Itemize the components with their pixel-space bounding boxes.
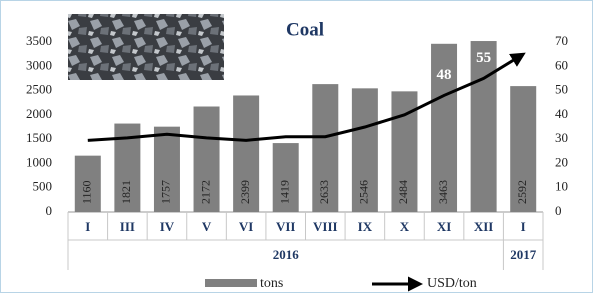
y2-tick-label: 20 [555, 154, 568, 169]
bar-label: 2172 [198, 180, 212, 204]
x-tick-label: IX [358, 219, 373, 234]
x-tick-label: X [400, 219, 410, 234]
coal-image [68, 14, 224, 80]
bar [471, 41, 497, 212]
legend-label: USD/ton [427, 276, 477, 291]
bar-label: 2546 [357, 180, 371, 204]
bar-label: 1419 [277, 180, 291, 204]
y-tick-label: 2000 [26, 106, 52, 121]
y2-tick-label: 70 [555, 33, 568, 48]
x-tick-label: III [120, 219, 135, 234]
y2-tick-label: 30 [555, 130, 568, 145]
y2-tick-label: 50 [555, 82, 568, 97]
y2-tick-label: 40 [555, 106, 568, 121]
legend-swatch [205, 279, 257, 287]
chart-title: Coal [286, 19, 324, 40]
bar-label: 2484 [396, 180, 410, 204]
x-tick-label: VI [239, 219, 253, 234]
bar-label: 2592 [515, 180, 529, 204]
x-tick-label: I [521, 219, 526, 234]
y-tick-label: 0 [46, 203, 53, 218]
y-tick-label: 3000 [26, 57, 52, 72]
y2-tick-label: 0 [555, 203, 562, 218]
chart: Coal 0 500 1000 1500 2000 2500 3000 3500 0 10 20 30… [0, 0, 593, 293]
bar-label: 2399 [238, 180, 252, 204]
x-tick-label: XII [474, 219, 494, 234]
group-label: 2017 [510, 247, 537, 262]
x-tick-label: VIII [313, 219, 338, 234]
x-tick-label: I [85, 219, 90, 234]
y-tick-label: 3500 [26, 33, 52, 48]
bar-label: 1821 [119, 180, 133, 204]
line-label: 55 [476, 50, 491, 66]
bar-label: 1160 [80, 180, 94, 204]
y-tick-label: 1000 [26, 154, 52, 169]
y2-tick-label: 60 [555, 57, 568, 72]
y-tick-label: 1500 [26, 130, 52, 145]
line-label: 65 [516, 72, 531, 88]
bar-label: 3463 [436, 180, 450, 204]
bar-label: 2633 [317, 180, 331, 204]
x-tick-label: V [202, 219, 212, 234]
x-tick-label: XI [437, 219, 451, 234]
group-label: 2016 [273, 247, 300, 262]
legend-label: tons [260, 276, 283, 291]
y2-tick-label: 10 [555, 179, 568, 194]
x-tick-label: VII [276, 219, 296, 234]
y-tick-label: 500 [33, 179, 53, 194]
x-tick-label: IV [160, 219, 175, 234]
y-tick-label: 2500 [26, 82, 52, 97]
bar-label: 1757 [159, 180, 173, 204]
line-label: 48 [437, 67, 452, 83]
